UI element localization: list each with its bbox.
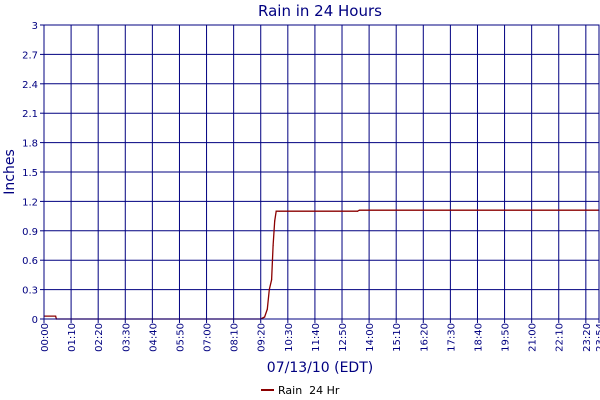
x-axis-title: 07/13/10 (EDT) (267, 360, 373, 376)
x-tick-label: 23:20 (582, 323, 593, 352)
y-tick-label: 0 (32, 315, 38, 326)
y-tick-label: 2.4 (22, 80, 38, 91)
series-layer (43, 209, 600, 320)
x-tick-label: 12:50 (338, 323, 349, 352)
data-point (270, 279, 273, 281)
x-tick-label: 15:10 (392, 323, 403, 352)
data-point (264, 316, 266, 318)
x-tick-label: 21:00 (528, 323, 539, 352)
x-tick-label: 19:50 (501, 323, 512, 352)
y-tick-label: 0.3 (22, 286, 38, 297)
data-point (278, 210, 280, 212)
x-tick-label: 00:00 (40, 323, 51, 352)
grid (43, 24, 600, 320)
x-tick-label: 16:20 (419, 323, 430, 352)
x-tick-label: 11:40 (311, 323, 322, 352)
x-tick-label: 04:40 (148, 323, 159, 352)
y-tick-label: 0.9 (22, 227, 38, 238)
legend: Rain 24 Hr (261, 384, 340, 397)
data-point (358, 209, 361, 211)
data-point (274, 220, 276, 222)
y-tick-label: 3 (32, 21, 38, 32)
x-tick-label: 22:10 (555, 323, 566, 352)
x-axis-ticks: 00:00 01:10 02:20 03:30 04:40 05:50 07:00 08:10… (40, 319, 600, 352)
x-tick-label: 14:00 (365, 323, 376, 352)
x-tick-label: 08:10 (230, 323, 241, 352)
x-tick-label: 10:30 (284, 323, 295, 352)
x-tick-label: 02:20 (94, 323, 105, 352)
data-point (356, 210, 359, 212)
data-point (275, 210, 277, 212)
x-tick-label: 17:30 (446, 323, 457, 352)
y-tick-label: 0.6 (22, 256, 38, 267)
y-axis-ticks: 0 0.3 0.6 0.9 1.2 1.5 1.8 2.1 2.4 2.7 3 (22, 21, 44, 326)
x-tick-label: 18:40 (473, 323, 484, 352)
y-tick-label: 1.5 (22, 168, 38, 179)
x-tick-label: 07:00 (203, 323, 214, 352)
y-tick-label: 1.8 (22, 139, 38, 150)
series-line-rain-24-hr (44, 209, 599, 320)
y-tick-label: 2.7 (22, 50, 38, 61)
y-axis-title: Inches (2, 149, 18, 194)
x-tick-label: 23:54 (595, 323, 600, 352)
data-point (55, 315, 57, 317)
x-tick-label: 03:30 (121, 323, 132, 352)
x-tick-label: 05:50 (175, 323, 186, 352)
x-tick-label: 01:10 (67, 323, 78, 352)
x-tick-label: 09:20 (257, 323, 268, 352)
y-tick-label: 1.2 (22, 197, 38, 208)
data-point (266, 308, 268, 310)
data-point (268, 289, 270, 291)
data-point (272, 244, 274, 247)
chart-title: Rain in 24 Hours (258, 2, 382, 20)
y-tick-label: 2.1 (22, 109, 38, 120)
legend-label: Rain 24 Hr (278, 384, 340, 397)
